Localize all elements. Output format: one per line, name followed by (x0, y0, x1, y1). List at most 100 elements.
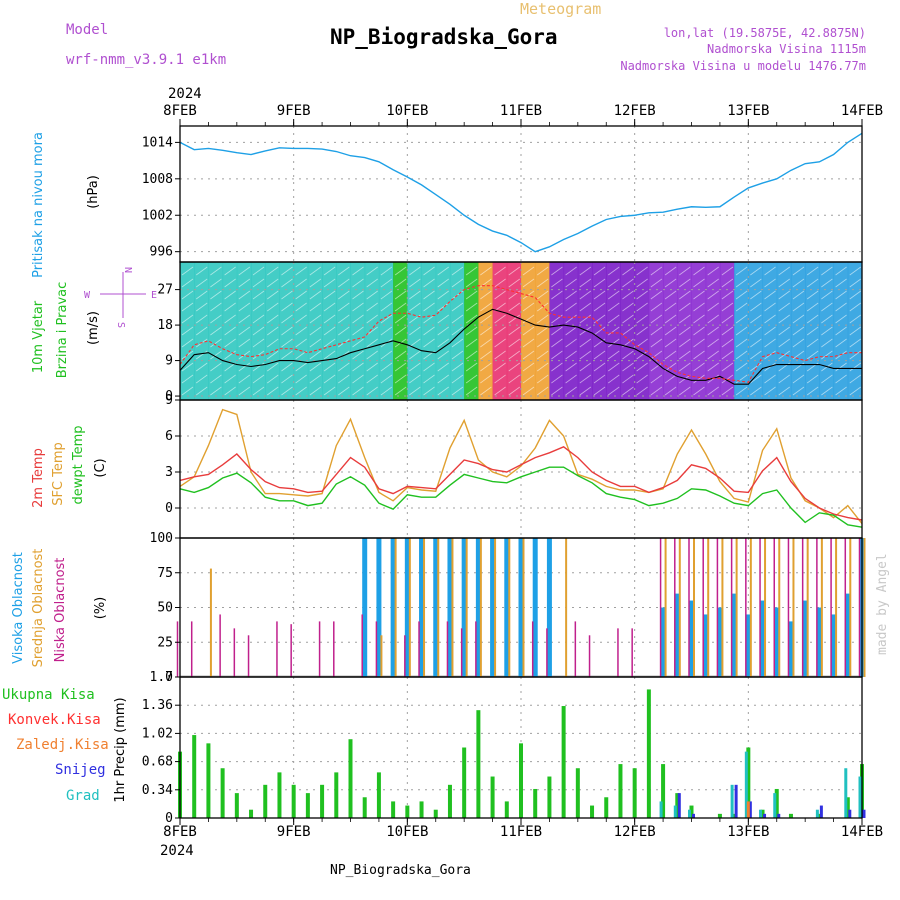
wind-barb (366, 386, 378, 396)
wind-barb (508, 350, 521, 360)
wind-barb (309, 386, 322, 396)
wind-barb (693, 278, 705, 288)
wind-barb (565, 314, 577, 324)
wind-barb (664, 338, 677, 348)
y-tick-label: 27 (157, 283, 173, 298)
wind-barb (323, 350, 336, 360)
wind-barb (423, 278, 435, 288)
wind-barb (551, 386, 563, 396)
x-tick-label-top: 13FEB (727, 103, 769, 119)
wind-barb (281, 290, 293, 300)
wind-barb (792, 314, 805, 324)
high-cloud-bar (660, 607, 666, 677)
wind-barb (593, 290, 606, 300)
wind-barb (181, 374, 194, 384)
mid-cloud-bar (408, 538, 411, 677)
wind-barb (821, 326, 833, 336)
snow-bar (763, 813, 767, 818)
model-name: wrf-nmm_v3.9.1 e1km (66, 52, 226, 68)
wind-barb (778, 302, 790, 312)
total-precip-bar (561, 706, 566, 818)
y-tick-label: 3 (165, 465, 173, 480)
wind-barb (835, 266, 847, 276)
wind-barb (224, 350, 236, 360)
wind-barb (522, 374, 535, 384)
wind-barb (423, 326, 435, 336)
wind-barb (366, 338, 378, 348)
wind-barb (437, 302, 449, 312)
wind-barb (480, 362, 492, 372)
wind-barb (664, 350, 677, 360)
wind-barb (181, 314, 194, 324)
mid-cloud-bar (451, 538, 454, 677)
wind-barb (750, 386, 762, 396)
wind-barb (693, 326, 705, 336)
wind-barb (693, 338, 705, 348)
wind-barb (806, 314, 819, 324)
wind-barb (806, 326, 819, 336)
wind-barb (494, 374, 506, 384)
wind-barb (522, 266, 535, 276)
total-precip-bar (504, 801, 509, 818)
wind-barb (323, 314, 336, 324)
wind-barb (650, 290, 663, 300)
total-precip-bar (717, 813, 722, 818)
wind-barb (195, 290, 208, 300)
product-title: Meteogram (520, 0, 601, 18)
wind-barb (821, 314, 833, 324)
wind-barb (679, 386, 691, 396)
wind-barb (465, 278, 478, 288)
low-cloud-bar (375, 621, 378, 677)
wind-barb (622, 362, 634, 372)
low-cloud-bar (631, 628, 633, 677)
wind-barb (636, 338, 648, 348)
wind-barb (707, 338, 719, 348)
wind-barb (778, 290, 790, 300)
wind-barb (238, 374, 251, 384)
wind-barb (636, 290, 648, 300)
wind-barb (679, 362, 691, 372)
total-precip-bar (447, 784, 452, 818)
wind-barb (565, 386, 577, 396)
wind-barb (551, 302, 563, 312)
wind-barb (721, 338, 734, 348)
mid-cloud-bar (693, 538, 695, 677)
wind-barb (522, 362, 535, 372)
wind-barb (465, 326, 478, 336)
wind-barb (721, 314, 734, 324)
wind-barb (806, 266, 819, 276)
graupel-bar (673, 805, 677, 818)
x-tick-label-bottom: 13FEB (727, 824, 769, 840)
wind-barb (565, 302, 577, 312)
wind-barb (622, 290, 634, 300)
wind-barb (622, 314, 634, 324)
wind-barb (238, 326, 251, 336)
wind-barb (508, 302, 521, 312)
wind-barb (778, 338, 790, 348)
wind-barb (536, 266, 549, 276)
wind-barb (480, 326, 492, 336)
total-precip-bar (462, 747, 467, 818)
low-cloud-bar (318, 621, 321, 677)
wind-barb (366, 326, 378, 336)
wind-barb (565, 338, 577, 348)
precip-legend-conv: Konvek.Kisa (8, 712, 101, 728)
wind-barb (750, 266, 762, 276)
wind-barb (380, 362, 393, 372)
wind-barb (522, 386, 535, 396)
low-cloud-bar (233, 628, 236, 677)
mid-cloud-bar (494, 538, 497, 677)
wind-barb (622, 386, 634, 396)
wind-barb (366, 362, 378, 372)
graupel-bar (858, 776, 862, 818)
wind-barb (707, 266, 719, 276)
wind-barb (409, 302, 421, 312)
wind-barb (707, 386, 719, 396)
wind-barb (366, 350, 378, 360)
total-precip-bar (291, 784, 296, 818)
wind-barb (778, 386, 790, 396)
compass-n: N (122, 267, 133, 273)
wind-barb (750, 278, 762, 288)
wind-barb (394, 278, 407, 288)
